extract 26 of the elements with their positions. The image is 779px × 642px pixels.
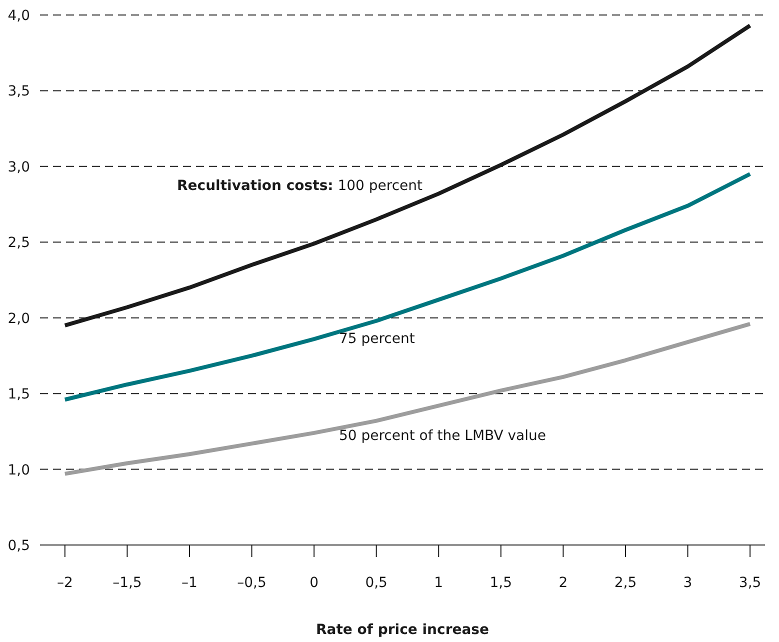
y-tick-label: 4,0	[8, 8, 30, 24]
series-label: 75 percent	[338, 330, 416, 347]
line-series	[62, 322, 752, 476]
x-tick-label: 0,5	[365, 574, 388, 591]
x-tick-label: 2	[558, 574, 568, 591]
series-label: 50 percent of the LMBV value	[338, 428, 546, 444]
x-tick-label: 3,5	[738, 574, 762, 591]
x-tick-label: 0	[310, 574, 319, 591]
y-tick-label: 1,5	[8, 386, 30, 403]
x-tick-label: 1	[434, 574, 444, 591]
y-tick-label: 3,0	[8, 159, 30, 176]
x-tick-label: –0,5	[237, 574, 266, 591]
x-tick-label: –1	[182, 574, 198, 591]
line-series	[62, 172, 752, 402]
y-tick-label: 0,5	[8, 538, 30, 554]
series-label: Recultivation costs: 100 percent	[177, 178, 424, 194]
x-axis-title: Rate of price increase	[316, 622, 490, 638]
y-tick-label: 2,5	[8, 235, 30, 252]
x-tick-label: –1,5	[112, 574, 142, 591]
y-tick-label: 1,0	[8, 462, 30, 478]
y-tick-label: 2,0	[8, 310, 30, 327]
x-tick-label: 2,5	[614, 574, 637, 591]
x-tick-label: 1,5	[490, 574, 512, 591]
x-tick-label: 3	[683, 574, 692, 591]
y-tick-label: 3,5	[8, 84, 30, 100]
x-tick-label: –2	[56, 574, 73, 591]
